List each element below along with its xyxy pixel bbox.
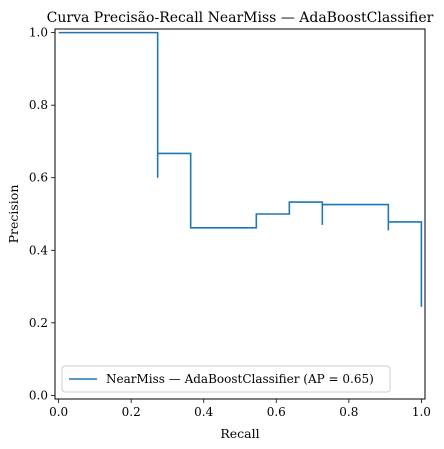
- y-axis-ticks: 0.0 0.2 0.4 0.6 0.8 1.0: [29, 26, 55, 402]
- series-line-0: [58, 31, 423, 307]
- x-tick-label: 0.4: [194, 405, 213, 419]
- x-tick-label: 0.6: [267, 405, 286, 419]
- x-tick-label: 1.0: [412, 405, 431, 419]
- x-axis-ticks: 0.0 0.2 0.4 0.6 0.8 1.0: [49, 399, 431, 419]
- series-layer: [58, 31, 423, 307]
- y-tick-label: 0.4: [29, 243, 48, 257]
- x-tick-label: 0.0: [49, 405, 68, 419]
- y-tick-label: 0.2: [29, 316, 48, 330]
- x-tick-label: 0.2: [122, 405, 141, 419]
- chart-title: Curva Precisão-Recall NearMiss — AdaBoos…: [47, 10, 434, 26]
- legend-box: [61, 365, 391, 393]
- legend: NearMiss — AdaBoostClassifier (AP = 0.65…: [61, 365, 391, 393]
- y-tick-label: 0.6: [29, 171, 48, 185]
- plot-frame: [54, 28, 426, 400]
- y-tick-label: 0.0: [29, 388, 48, 402]
- y-axis-label: Precision: [6, 185, 21, 244]
- y-tick-label: 0.8: [29, 98, 48, 112]
- legend-label: NearMiss — AdaBoostClassifier (AP = 0.65…: [106, 372, 374, 386]
- x-axis-label: Recall: [220, 426, 259, 441]
- y-tick-label: 1.0: [29, 26, 48, 40]
- x-tick-label: 0.8: [339, 405, 358, 419]
